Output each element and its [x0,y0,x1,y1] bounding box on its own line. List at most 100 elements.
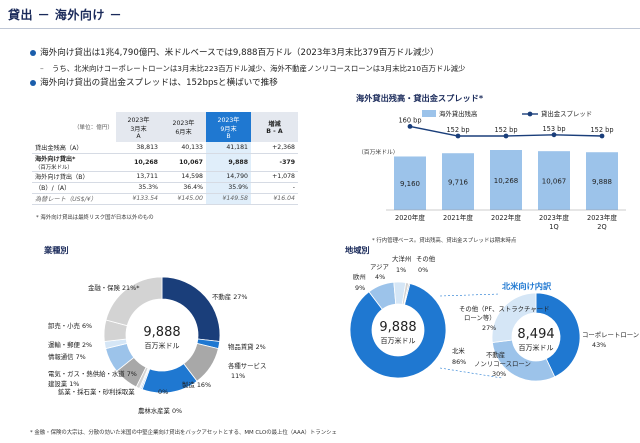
spread-marker [551,132,557,138]
cell: - [251,182,298,194]
bullet-item: 海外向け貸出は1兆4,790億円、米ドルベースでは9,888百万ドル（2023年… [30,46,630,61]
donut-slice [349,283,447,379]
slice-label: 情報通信 7% [48,352,86,361]
legend-label-spread: 貸出金スプレッド [541,109,592,118]
slice-label: 金融・保険 21%* [88,283,139,292]
sub-bullet-item: うち、北米向けコーポレートローンは3月末比223百万ドル減少、海外不動産ノンリコ… [30,61,630,76]
table-row: （B）/（A） 35.3% 36.4% 35.9% - [32,182,298,194]
x-tick-label: 2021年度 [443,213,473,222]
donut-center-value: 9,888 [379,320,416,335]
donut-center-unit: 百万米ドル [381,336,416,345]
cell: 14,790 [206,171,251,183]
spread-marker [503,133,509,139]
sector-title: 業種別 [44,245,69,255]
slice-label: 4% [375,273,385,281]
legend-swatch-balance [422,110,436,117]
bar [490,150,522,210]
slice-label: 電気・ガス・熱供給・水道 7% [48,369,137,378]
slice-label: 大洋州 [392,254,411,263]
bar-chart-title: 海外貸出残高・貸出金スプレッド* [356,93,484,103]
bar-value-label: 10,268 [494,177,519,185]
slice-label: 不動産 27% [212,292,247,301]
x-tick-label: 2023年度 [587,213,617,222]
cell: ¥145.00 [161,193,206,205]
row-label: 海外向け貸出（B） [32,171,116,183]
col-header-change: 増減 B - A [251,112,298,142]
slice-label: 欧州 [353,272,366,281]
cell: 9,888 [206,153,251,172]
donut-center-value: 9,888 [143,325,180,340]
table-row: 海外向け貸出* （百万米ドル） 10,268 10,067 9,888 -379 [32,153,298,172]
slice-label: 86% [452,358,466,366]
slice-label: 建設業 1% [48,379,79,388]
slice-label: 各種サービス [228,361,266,370]
spread-label: 153 bp [542,125,565,133]
slice-label: 運輸・郵便 2% [48,340,92,349]
cell: +2,368 [251,142,298,154]
table-row: 海外向け貸出（B） 13,711 14,598 14,790 +1,078 [32,171,298,183]
spread-marker [455,133,461,139]
slice-label: ノンリコースローン [474,360,531,368]
donut-slice [105,276,163,327]
col-header: 2023年 6月末 [161,112,206,142]
cell: 38,813 [116,142,161,154]
slice-label: 11% [231,372,245,380]
col-header-highlight: 2023年 9月末 B [206,112,251,142]
spread-marker [407,124,413,129]
connector-line [439,293,501,297]
cell: 40,133 [161,142,206,154]
slice-label: その他 [416,254,436,263]
legend-marker-spread [527,111,533,117]
slice-label: 0% [158,388,168,396]
bar [394,156,426,210]
donut-center-unit: 百万米ドル [519,343,554,352]
cell: 14,598 [161,171,206,183]
slice-label: 1% [396,266,406,274]
slice-label: 物品賃貸 2% [228,342,266,351]
donut-slice [403,282,411,306]
slice-label: 北米 [452,346,465,355]
bar [586,152,618,210]
slice-label: 43% [592,341,606,349]
slice-label: 卸売・小売 6% [48,321,92,330]
x-tick-label: 1Q [549,223,558,231]
row-label: （B）/（A） [32,182,116,194]
bottom-footnote: * 金融・保険の大宗は、分散の効いた米国の中堅企業向け貸出をバックアセットとする… [30,430,337,436]
page-title: 貸出 － 海外向け － [8,8,123,22]
connector-line [439,367,503,379]
bar-value-label: 10,067 [542,178,567,186]
cell: +1,078 [251,171,298,183]
bar [442,153,474,210]
x-tick-label: 2020年度 [395,213,425,222]
loan-table: （単位：億円） 2023年 3月末 A 2023年 6月末 2023年 9月末 B 増減 B… [32,112,298,205]
spread-marker [599,133,605,139]
x-tick-label: 2022年度 [491,213,521,222]
col-header: 2023年 3月末 A [116,112,161,142]
legend-label-balance: 海外貸出残高 [439,109,477,118]
bullet-item: 海外向け貸出の貸出金スプレッドは、152bpsと横ばいで推移 [30,76,630,91]
table-header-row: （単位：億円） 2023年 3月末 A 2023年 6月末 2023年 9月末 B 増減 B… [32,112,298,142]
bar-value-label: 9,716 [448,179,469,187]
slice-label: 27% [482,324,496,332]
slice-label: 不動産 [486,350,505,359]
cell: 36.4% [161,182,206,194]
bar-value-label: 9,160 [400,180,420,188]
title-divider [0,28,640,29]
cell: -379 [251,153,298,172]
cell: ¥16.04 [251,193,298,205]
spread-label: 152 bp [494,126,517,134]
row-label: 海外向け貸出* （百万米ドル） [32,153,116,172]
cell: ¥133.54 [116,193,161,205]
region-title: 地域別 [345,245,370,255]
bar [538,151,570,210]
bar-value-label: 9,888 [592,178,612,186]
slice-label: 9% [355,284,365,292]
donut-slice [491,292,537,343]
table-row: 貸出金残高（A） 38,813 40,133 41,181 +2,368 [32,142,298,154]
cell: 35.9% [206,182,251,194]
x-tick-label: 2Q [597,223,606,231]
donut-slice [535,292,581,378]
slice-label: コーポレートローン [582,331,639,339]
slice-label: 30% [492,370,506,378]
